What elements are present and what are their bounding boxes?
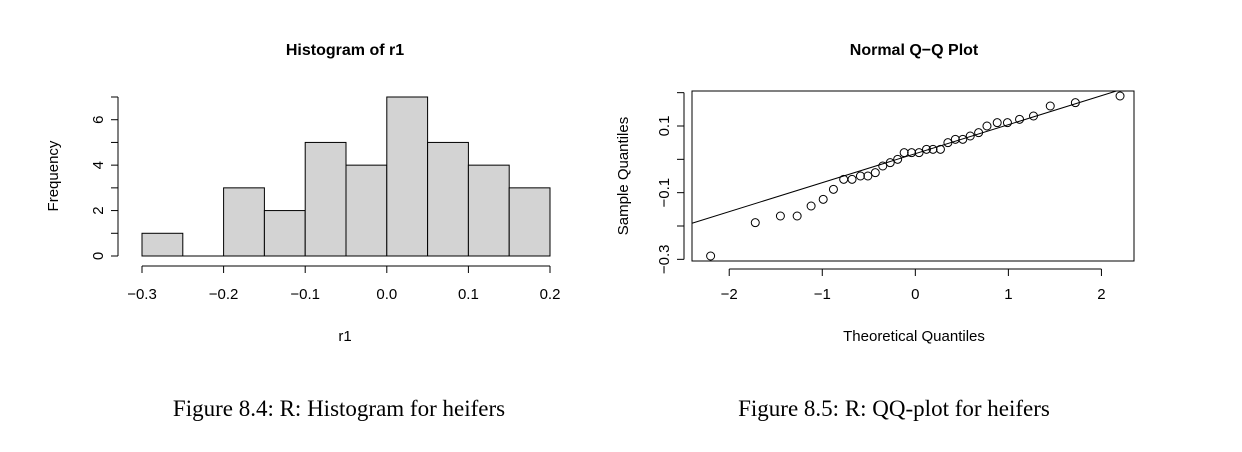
histogram-x-tick-label-4: 0.1: [458, 286, 479, 303]
qq-point-25: [974, 128, 984, 138]
qq-y-tick-label-2: 0.1: [656, 116, 673, 137]
histogram-chart: Histogram of r1 Frequency r1 −0.3 −0.2 −0.…: [45, 42, 560, 421]
qq-x-tick-label-2: 0: [911, 286, 919, 303]
qq-point-16: [907, 148, 917, 158]
qq-x-tick-label-4: 2: [1097, 286, 1105, 303]
qq-point-21: [943, 138, 953, 148]
histogram-bar-5: [345, 164, 388, 257]
qq-point-2: [775, 211, 785, 221]
histogram-x-tick-label-1: −0.2: [209, 286, 239, 303]
qq-point-8: [847, 174, 857, 184]
histogram-bar-3: [263, 210, 306, 257]
qq-point-18: [921, 144, 931, 154]
qq-point-3: [792, 211, 802, 221]
qq-point-33: [1115, 91, 1125, 101]
qq-y-tick-label-0: −0.3: [656, 245, 673, 275]
qq-title: Normal Q−Q Plot: [850, 42, 979, 59]
histogram-bar-8: [467, 164, 510, 257]
histogram-y-tick-label-1: 2: [90, 206, 107, 214]
histogram-axes: −0.3 −0.2 −0.1 0.0 0.1 0.2 0 2 4 6: [90, 96, 561, 303]
histogram-x-tick-label-0: −0.3: [127, 286, 157, 303]
qq-point-13: [885, 158, 895, 168]
qq-point-15: [899, 148, 909, 158]
qq-point-20: [935, 144, 945, 154]
histogram-x-tick-label-5: 0.2: [540, 286, 561, 303]
histogram-bar-2: [223, 187, 265, 257]
qq-point-9: [855, 171, 865, 181]
histogram-x-label: r1: [338, 328, 351, 345]
qq-point-32: [1070, 98, 1080, 108]
histogram-y-tick-label-0: 0: [90, 252, 107, 260]
qq-point-26: [982, 121, 992, 131]
qq-point-22: [950, 134, 960, 144]
histogram-x-tick-label-3: 0.0: [376, 286, 397, 303]
qq-point-30: [1029, 111, 1039, 121]
qq-axes: −2 −1 0 1 2 −0.3 −0.1 0.1: [656, 92, 1106, 303]
qq-x-tick-label-1: −1: [814, 286, 831, 303]
qq-point-17: [914, 148, 924, 158]
qq-plot-chart: Normal Q−Q Plot Sample Quantiles Theoret…: [615, 42, 1135, 421]
qq-point-14: [893, 154, 903, 164]
histogram-bar-0: [141, 232, 184, 257]
qq-point-4: [806, 201, 816, 211]
histogram-bar-4: [304, 141, 347, 257]
qq-marks: [691, 90, 1125, 261]
histogram-bars: [141, 96, 551, 257]
qq-point-28: [1002, 118, 1012, 128]
qq-point-7: [839, 174, 849, 184]
qq-point-27: [992, 118, 1002, 128]
histogram-bar-7: [427, 141, 469, 257]
qq-point-31: [1045, 101, 1055, 111]
histogram-title: Histogram of r1: [286, 42, 404, 59]
qq-point-11: [870, 168, 880, 178]
qq-x-tick-label-0: −2: [721, 286, 738, 303]
qq-caption: Figure 8.5: R: QQ-plot for heifers: [738, 396, 1050, 421]
qq-point-23: [958, 134, 968, 144]
histogram-caption: Figure 8.4: R: Histogram for heifers: [173, 396, 505, 421]
qq-point-29: [1015, 114, 1025, 124]
qq-point-5: [818, 194, 828, 204]
histogram-bar-6: [386, 96, 429, 257]
qq-point-24: [965, 131, 975, 141]
qq-point-12: [878, 161, 888, 171]
qq-y-label: Sample Quantiles: [615, 117, 632, 235]
qq-point-6: [828, 184, 838, 194]
qq-point-1: [750, 218, 760, 228]
qq-point-10: [863, 171, 873, 181]
qq-plot-frame: [691, 90, 1135, 262]
qq-y-tick-label-1: −0.1: [656, 178, 673, 208]
histogram-x-tick-label-2: −0.1: [290, 286, 320, 303]
histogram-y-tick-label-3: 6: [90, 116, 107, 124]
qq-x-label: Theoretical Quantiles: [843, 328, 985, 345]
qq-point-0: [706, 251, 716, 261]
histogram-y-tick-label-2: 4: [90, 161, 107, 169]
histogram-bar-9: [508, 187, 551, 257]
qq-point-19: [928, 144, 938, 154]
histogram-y-label: Frequency: [45, 140, 62, 211]
qq-x-tick-label-3: 1: [1004, 286, 1012, 303]
